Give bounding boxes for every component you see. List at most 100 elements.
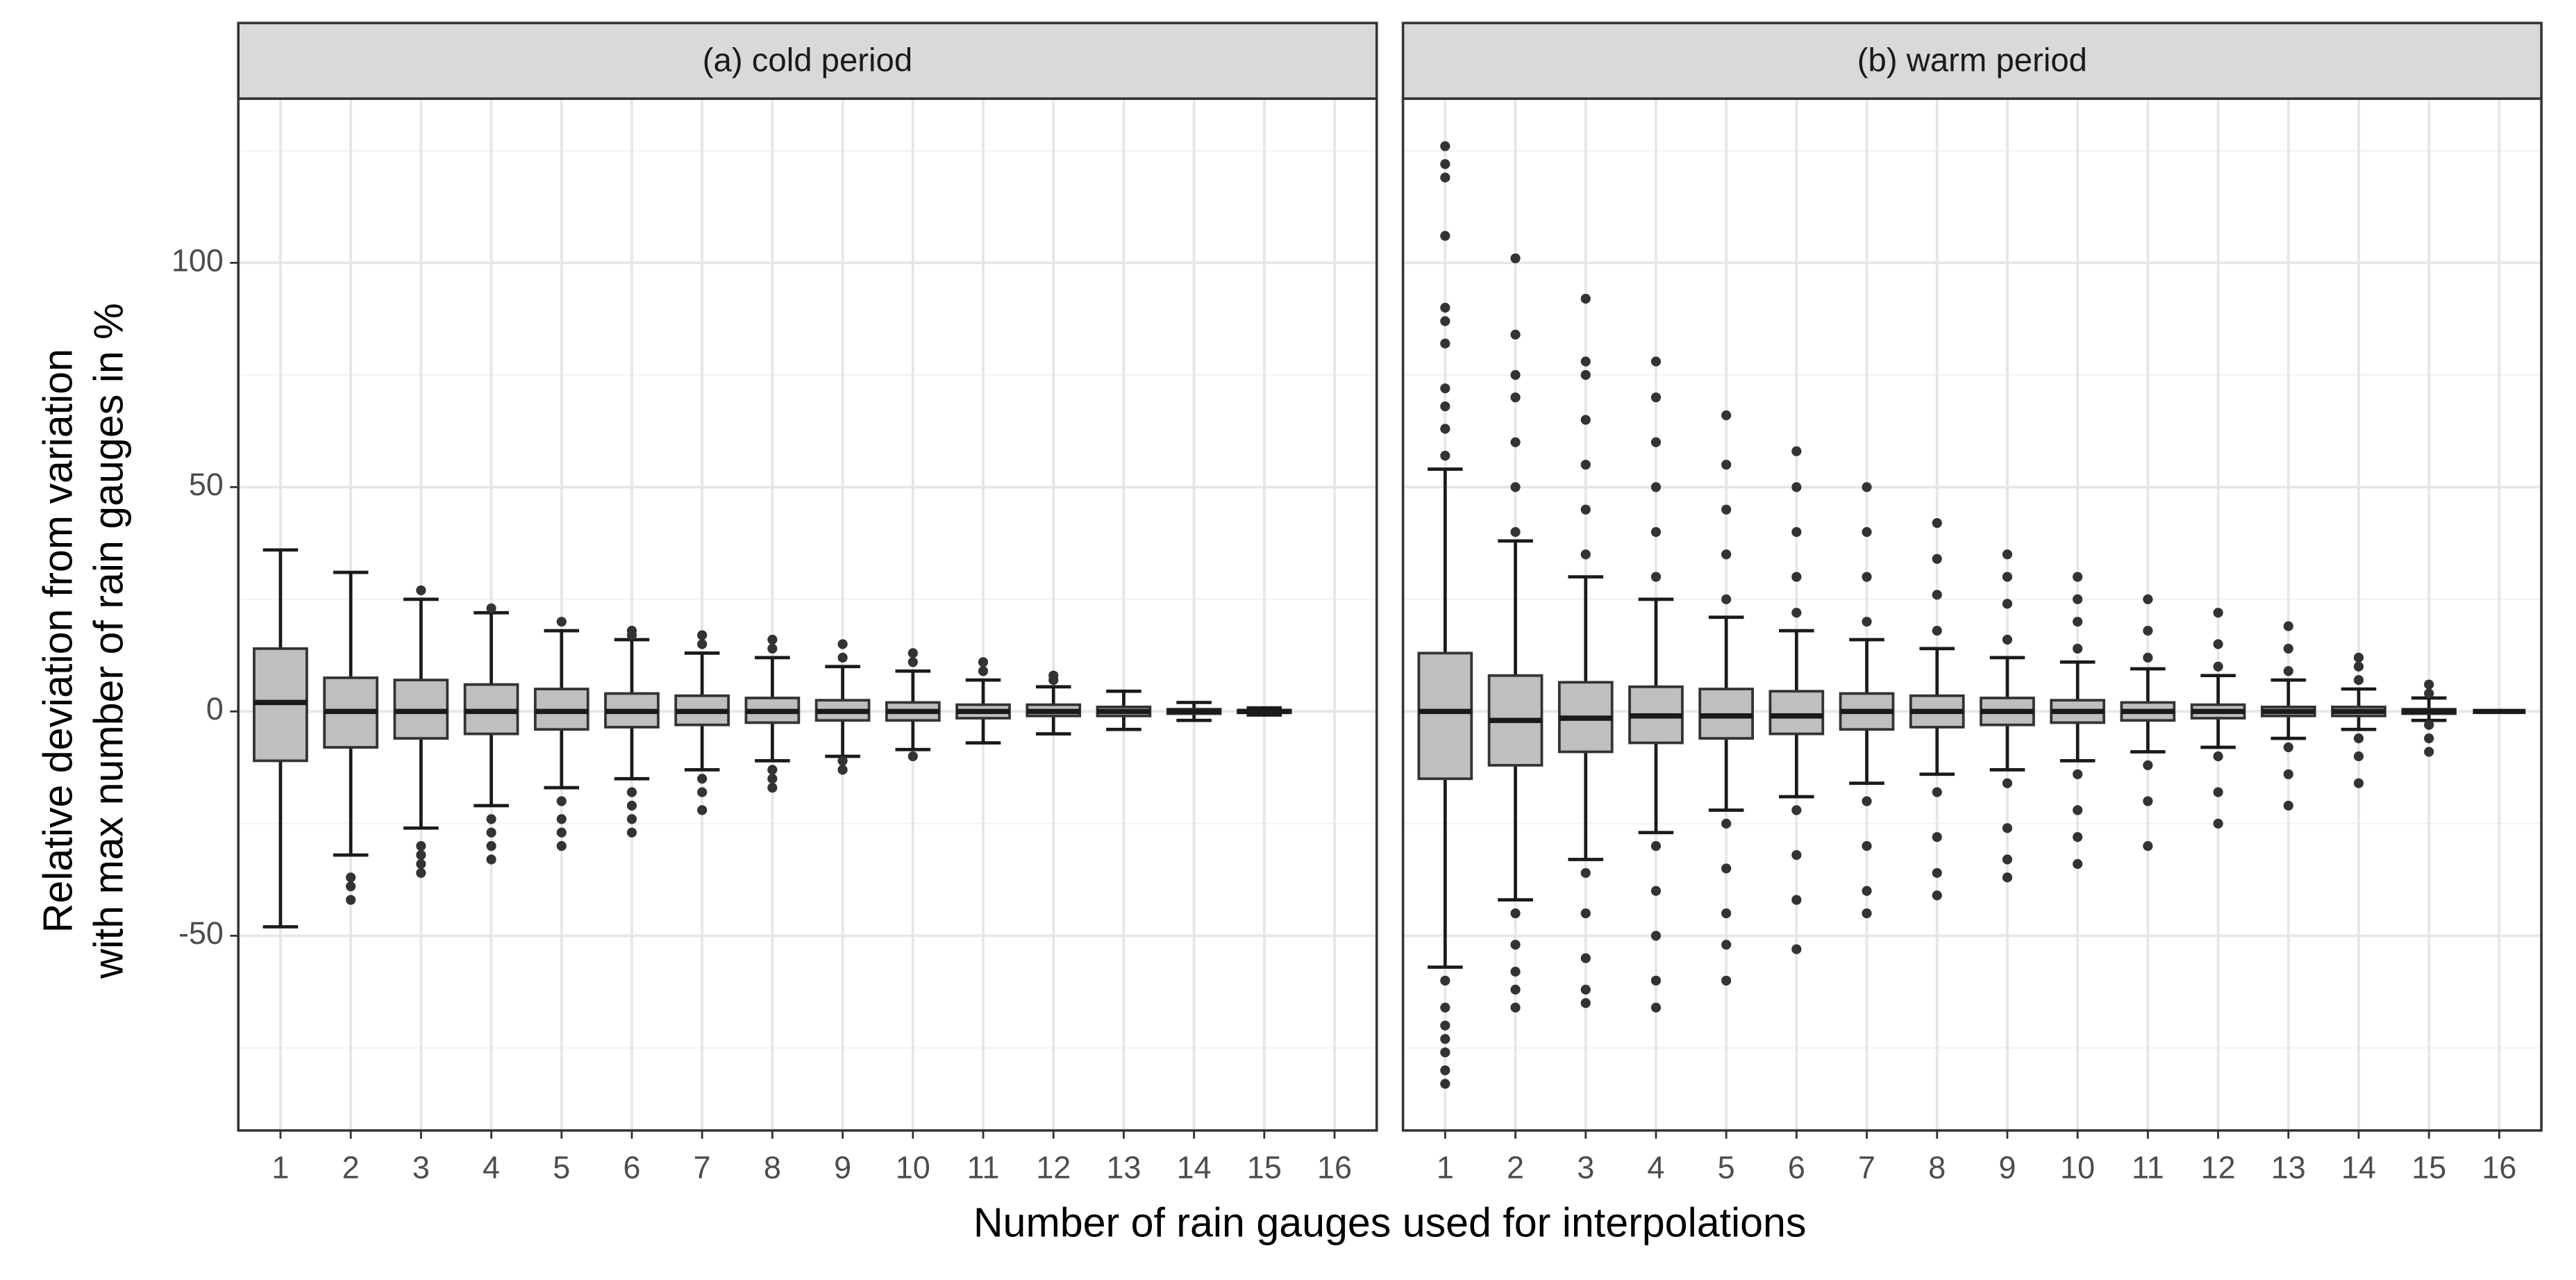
outlier	[2002, 599, 2013, 609]
outlier	[2213, 639, 2223, 649]
x-tick-label: 11	[967, 1149, 1000, 1185]
outlier	[2143, 625, 2153, 636]
outlier	[1510, 908, 1521, 919]
outlier	[978, 657, 989, 667]
y-axis-title: Relative deviation from variation	[34, 349, 81, 933]
outlier	[2073, 805, 2083, 815]
outlier	[2353, 778, 2364, 788]
outlier	[1650, 437, 1662, 447]
outlier	[1862, 526, 1872, 538]
outlier	[1932, 517, 1942, 529]
outlier	[2213, 751, 2223, 762]
outlier	[837, 756, 848, 766]
outlier	[1721, 863, 1732, 874]
outlier	[556, 617, 567, 627]
outlier	[1580, 293, 1591, 304]
outlier	[1721, 594, 1732, 604]
x-tick-label: 7	[694, 1149, 711, 1185]
x-tick-label: 16	[1317, 1149, 1352, 1185]
outlier	[1862, 482, 1872, 492]
x-tick-label: 8	[764, 1149, 781, 1185]
outlier	[1510, 966, 1521, 977]
outlier	[1440, 141, 1450, 151]
outlier	[2143, 652, 2153, 663]
outlier	[556, 841, 567, 851]
outlier	[1440, 316, 1450, 326]
outlier	[1791, 608, 1802, 618]
outlier	[2143, 760, 2153, 770]
outlier	[626, 827, 637, 838]
outlier	[2002, 549, 2013, 560]
outlier	[1048, 670, 1059, 681]
outlier	[1650, 572, 1662, 582]
outlier	[908, 657, 918, 667]
outlier	[1791, 526, 1802, 538]
outlier	[1862, 617, 1872, 627]
outlier	[2213, 818, 2223, 829]
strip	[237, 22, 1378, 100]
outlier	[1650, 1002, 1662, 1013]
x-tick-label: 10	[2060, 1149, 2095, 1185]
x-tick-label: 4	[1647, 1149, 1664, 1185]
outlier	[1440, 424, 1450, 434]
outlier	[1791, 805, 1802, 815]
x-tick-label: 1	[271, 1149, 289, 1185]
outlier	[697, 805, 708, 815]
outlier	[1721, 410, 1732, 421]
outlier	[1721, 975, 1732, 986]
outlier	[1650, 841, 1662, 851]
outlier	[1580, 369, 1591, 380]
x-tick-label: 6	[623, 1149, 640, 1185]
outlier	[1650, 392, 1662, 403]
outlier	[416, 867, 426, 879]
outlier	[1932, 867, 1942, 879]
outlier	[2283, 666, 2293, 676]
outlier	[1932, 890, 1942, 901]
outlier	[1650, 526, 1662, 538]
outlier	[1440, 302, 1450, 313]
outlier	[1510, 482, 1521, 492]
x-tick-label: 14	[2341, 1149, 2376, 1185]
x-tick-label: 2	[342, 1149, 360, 1185]
strip-title: (a) cold period	[703, 42, 912, 78]
outlier	[1650, 886, 1662, 896]
strip-title: (b) warm period	[1857, 42, 2087, 78]
outlier	[2073, 769, 2083, 779]
outlier	[1932, 787, 1942, 797]
outlier	[2213, 608, 2223, 618]
outlier	[1791, 895, 1802, 905]
outlier	[1721, 504, 1732, 515]
outlier	[1510, 526, 1521, 538]
x-tick-label: 16	[2482, 1149, 2516, 1185]
outlier	[486, 854, 496, 865]
outlier	[626, 625, 637, 636]
outlier	[2002, 572, 2013, 582]
outlier	[1440, 451, 1450, 461]
panel-background	[1403, 98, 2542, 1131]
x-tick-label: 12	[1036, 1149, 1071, 1185]
outlier	[1791, 849, 1802, 861]
x-tick-label: 15	[1247, 1149, 1282, 1185]
outlier	[1862, 841, 1872, 851]
outlier	[1862, 572, 1872, 582]
x-tick-label: 8	[1928, 1149, 1946, 1185]
outlier	[486, 603, 496, 613]
outlier	[626, 787, 637, 797]
outlier	[1510, 392, 1521, 403]
outlier	[1580, 867, 1591, 879]
outlier	[1791, 482, 1802, 492]
x-tick-label: 5	[1718, 1149, 1735, 1185]
x-tick-label: 4	[483, 1149, 500, 1185]
outlier	[1510, 1002, 1521, 1013]
x-tick-label: 9	[834, 1149, 851, 1185]
outlier	[837, 765, 848, 775]
outlier	[626, 814, 637, 824]
outlier	[2283, 769, 2293, 779]
outlier	[2424, 733, 2434, 744]
outlier	[2353, 652, 2364, 663]
outlier	[1440, 1079, 1450, 1089]
outlier	[556, 796, 567, 806]
outlier	[1791, 446, 1802, 456]
outlier	[2143, 841, 2153, 851]
outlier	[978, 666, 989, 676]
